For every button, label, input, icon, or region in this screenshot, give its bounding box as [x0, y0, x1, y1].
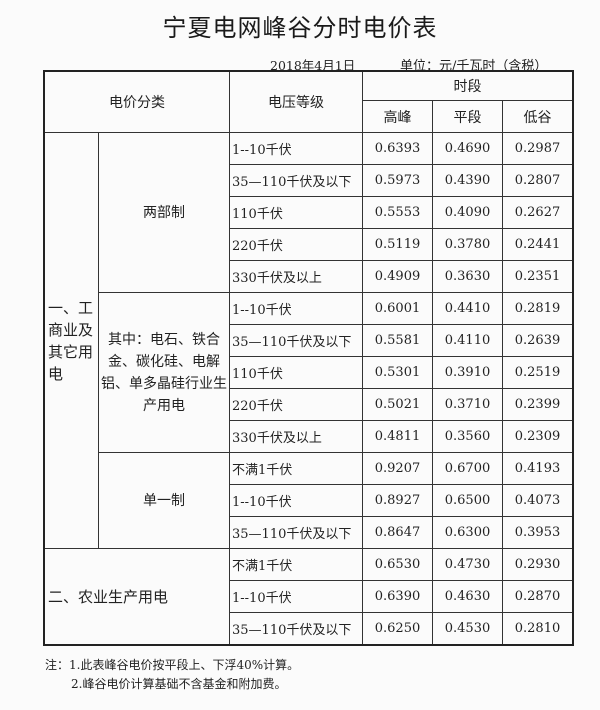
note-1: 注：1.此表峰谷电价按平段上、下浮40%计算。: [45, 658, 300, 672]
table-row: 二、农业生产用电 不满1千伏 0.6530 0.4730 0.2930: [43, 548, 574, 646]
flat-price: 0.3910: [432, 356, 503, 389]
group-agriculture: 二、农业生产用电: [43, 548, 230, 646]
header-flat: 平段: [432, 100, 503, 133]
voltage-cell: 35—110千伏及以下: [229, 516, 363, 549]
valley-price: 0.2639: [502, 324, 574, 357]
peak-price: 0.6250: [362, 612, 433, 646]
flat-price: 0.4730: [432, 548, 503, 581]
voltage-cell: 不满1千伏: [229, 548, 363, 581]
peak-price: 0.5973: [362, 164, 433, 197]
valley-price: 0.3953: [502, 516, 574, 549]
flat-price: 0.6700: [432, 452, 503, 485]
peak-price: 0.5301: [362, 356, 433, 389]
flat-price: 0.6500: [432, 484, 503, 517]
peak-price: 0.4811: [362, 420, 433, 453]
notes: 注：1.此表峰谷电价按平段上、下浮40%计算。 2.峰谷电价计算基础不含基金和附…: [45, 656, 299, 694]
valley-price: 0.2870: [502, 580, 574, 613]
valley-price: 0.4073: [502, 484, 574, 517]
voltage-cell: 1--10千伏: [229, 292, 363, 325]
voltage-cell: 220千伏: [229, 388, 363, 421]
peak-price: 0.8647: [362, 516, 433, 549]
group-single: 单一制: [98, 452, 230, 549]
peak-price: 0.5553: [362, 196, 433, 229]
valley-price: 0.4193: [502, 452, 574, 485]
table-row: 220千伏 0.5021 0.3710 0.2399: [44, 388, 574, 421]
group-special: 其中：电石、铁合金、碳化硅、电解铝、单多晶硅行业生产用电: [98, 292, 230, 453]
note-2: 2.峰谷电价计算基础不含基金和附加费。: [71, 677, 287, 691]
peak-price: 0.9207: [362, 452, 433, 485]
peak-price: 0.5119: [362, 228, 433, 261]
valley-price: 0.2930: [502, 548, 574, 581]
valley-price: 0.2627: [502, 196, 574, 229]
voltage-cell: 35—110千伏及以下: [229, 612, 363, 646]
group-two-part: 两部制: [98, 132, 230, 293]
header-valley: 低谷: [502, 100, 574, 133]
valley-price: 0.2441: [502, 228, 574, 261]
price-table: 电价分类 电压等级 时段 高峰 平段 低谷 一、工商业及其它用电 两部制 1--10…: [43, 70, 574, 646]
table-row: 单一制 不满1千伏 0.9207 0.6700 0.4193: [44, 452, 574, 549]
valley-price: 0.2810: [502, 612, 574, 646]
table-row: 110千伏 0.5553 0.4090 0.2627: [44, 196, 574, 229]
table-row: 其中：电石、铁合金、碳化硅、电解铝、单多晶硅行业生产用电 1--10千伏 0.600…: [44, 292, 574, 453]
peak-price: 0.6393: [362, 132, 433, 165]
flat-price: 0.4110: [432, 324, 503, 357]
voltage-cell: 110千伏: [229, 356, 363, 389]
table-row: 35—110千伏及以下 0.6250 0.4530 0.2810: [44, 612, 574, 646]
voltage-cell: 35—110千伏及以下: [229, 324, 363, 357]
flat-price: 0.4410: [432, 292, 503, 325]
voltage-cell: 35—110千伏及以下: [229, 164, 363, 197]
header-row: 高峰 平段 低谷: [44, 100, 574, 133]
peak-price: 0.6001: [362, 292, 433, 325]
voltage-cell: 1--10千伏: [229, 580, 363, 613]
voltage-cell: 1--10千伏: [229, 484, 363, 517]
valley-price: 0.2351: [502, 260, 574, 293]
valley-price: 0.2819: [502, 292, 574, 325]
table-row: 35—110千伏及以下 0.8647 0.6300 0.3953: [44, 516, 574, 549]
header-voltage: 电压等级: [229, 70, 363, 133]
flat-price: 0.4090: [432, 196, 503, 229]
flat-price: 0.4390: [432, 164, 503, 197]
valley-price: 0.2987: [502, 132, 574, 165]
voltage-cell: 220千伏: [229, 228, 363, 261]
valley-price: 0.2807: [502, 164, 574, 197]
flat-price: 0.4630: [432, 580, 503, 613]
peak-price: 0.6390: [362, 580, 433, 613]
table-row: 一、工商业及其它用电 两部制 1--10千伏 0.6393 0.4690 0.2987: [43, 132, 574, 549]
table-row: 1--10千伏 0.8927 0.6500 0.4073: [44, 484, 574, 517]
peak-price: 0.5581: [362, 324, 433, 357]
table-row: 330千伏及以上 0.4909 0.3630 0.2351: [44, 260, 574, 293]
flat-price: 0.3630: [432, 260, 503, 293]
header-category: 电价分类: [43, 70, 230, 133]
page-title: 宁夏电网峰谷分时电价表: [162, 14, 438, 42]
valley-price: 0.2519: [502, 356, 574, 389]
table-row: 330千伏及以上 0.4811 0.3560 0.2309: [44, 420, 574, 453]
header-period: 时段: [362, 70, 574, 101]
group-industrial: 一、工商业及其它用电: [43, 132, 99, 549]
header-peak: 高峰: [362, 100, 433, 133]
voltage-cell: 不满1千伏: [229, 452, 363, 485]
voltage-cell: 110千伏: [229, 196, 363, 229]
peak-price: 0.4909: [362, 260, 433, 293]
valley-price: 0.2309: [502, 420, 574, 453]
flat-price: 0.3560: [432, 420, 503, 453]
table-row: 1--10千伏 0.6390 0.4630 0.2870: [44, 580, 574, 613]
table-row: 35—110千伏及以下 0.5581 0.4110 0.2639: [44, 324, 574, 357]
peak-price: 0.6530: [362, 548, 433, 581]
flat-price: 0.4530: [432, 612, 503, 646]
peak-price: 0.5021: [362, 388, 433, 421]
table-row: 35—110千伏及以下 0.5973 0.4390 0.2807: [44, 164, 574, 197]
effective-date: 2018年4月1日: [270, 58, 356, 73]
header-row: 电价分类 电压等级 时段: [43, 70, 574, 133]
peak-price: 0.8927: [362, 484, 433, 517]
voltage-cell: 330千伏及以上: [229, 420, 363, 453]
voltage-cell: 330千伏及以上: [229, 260, 363, 293]
voltage-cell: 1--10千伏: [229, 132, 363, 165]
flat-price: 0.3710: [432, 388, 503, 421]
flat-price: 0.6300: [432, 516, 503, 549]
flat-price: 0.4690: [432, 132, 503, 165]
flat-price: 0.3780: [432, 228, 503, 261]
valley-price: 0.2399: [502, 388, 574, 421]
